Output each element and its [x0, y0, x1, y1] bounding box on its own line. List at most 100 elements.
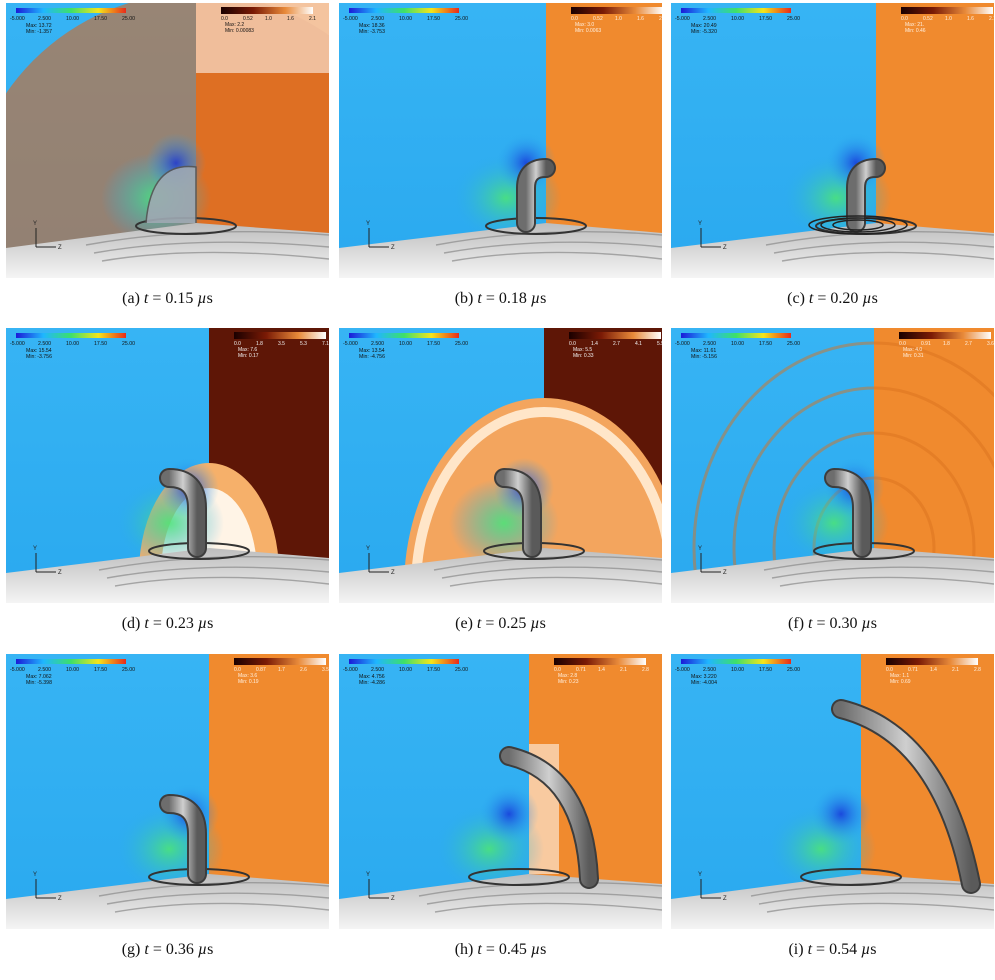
caption-time-symbol: t — [477, 941, 482, 958]
colorbar-tick-label: 2.7 — [965, 341, 972, 347]
colorbar-tick-label: 17.50 — [94, 341, 107, 347]
colorbar-tick-label: 0.0 — [234, 341, 241, 347]
caption-equals: = — [812, 941, 830, 958]
axis-label-z: Z — [58, 245, 62, 251]
colorbar-min: Min: 0.46 — [905, 28, 926, 34]
axis-label-y: Y — [366, 872, 370, 878]
colorbar-max: Max: 3.0 — [575, 22, 594, 28]
caption-unit: µs — [530, 615, 546, 632]
panel-caption: (d) t = 0.23 µs — [6, 615, 329, 633]
caption-equals: = — [812, 615, 830, 632]
colorbar-tick-label: 17.50 — [427, 341, 440, 347]
axis-label-y: Y — [366, 221, 370, 227]
colorbar-tick-label: 0.0 — [234, 667, 241, 673]
colorbar-tick-label: 25.00 — [122, 341, 135, 347]
colorbar-tick-label: 1.0 — [945, 16, 952, 22]
jet-tube — [516, 158, 556, 233]
colorbar-tick-label: 1.6 — [967, 16, 974, 22]
axis-label-y: Y — [33, 872, 37, 878]
colorbar-tick-label: 2.500 — [371, 667, 384, 673]
simulation-render: Y Z -5.000 2.500 10.00 17.50 25.00 Max: 11.61 Mi… — [671, 328, 994, 603]
caption-time-value: 0.23 — [165, 615, 198, 632]
colorbar-tick-label: 1.0 — [615, 16, 622, 22]
panel-caption: (g) t = 0.36 µs — [6, 941, 329, 959]
caption-unit: µs — [197, 290, 213, 307]
simulation-render: Y Z -5.000 2.500 10.00 17.50 25.00 Max: 13.54 Mi… — [339, 328, 662, 603]
caption-time-symbol: t — [143, 290, 149, 307]
left-colorbar: -5.000 2.500 10.00 17.50 25.00 Max: 13.72Min:… — [10, 8, 135, 35]
caption-label: (e) — [455, 615, 477, 632]
colorbar-min: Min: -3.753 — [359, 29, 385, 35]
jet-tube — [831, 699, 981, 894]
colorbar-tick-label: 25.00 — [455, 16, 468, 22]
colorbar-tick-label: 2.500 — [371, 16, 384, 22]
colorbar-tick-label: 1.0 — [265, 16, 272, 22]
left-colorbar: -5.000 2.500 10.00 17.50 25.00 Max: 15.54Min:… — [10, 333, 135, 360]
caption-equals: = — [813, 290, 831, 307]
colorbar-tick-label: 1.6 — [287, 16, 294, 22]
colorbar-tick-label: -5.000 — [343, 341, 358, 347]
caption-time-symbol: t — [808, 615, 813, 632]
colorbar-min: Min: 0.17 — [238, 353, 259, 359]
colorbar-tick-label: 2.500 — [703, 16, 716, 22]
axis-label-z: Z — [58, 896, 62, 902]
axis-label-z: Z — [391, 245, 395, 251]
colorbar-min: Min: 0.23 — [558, 679, 579, 685]
caption-label: (i) — [788, 941, 808, 958]
colorbar-tick-label: 3.5 — [322, 667, 329, 673]
colorbar-tick-label: 25.00 — [455, 341, 468, 347]
axis-label-y: Y — [366, 546, 370, 552]
left-colorbar: -5.000 2.500 10.00 17.50 25.00 Max: 7.062Min:… — [10, 659, 135, 686]
colorbar-min: Min: -5.320 — [691, 29, 717, 35]
simulation-render: Y Z -5.000 2.500 10.00 17.50 25.00 Max: 7.062 Mi… — [6, 654, 329, 929]
axis-triad: YZ — [33, 221, 62, 251]
caption-unit: µs — [197, 615, 214, 632]
colorbar-tick-label: 0.0 — [901, 16, 908, 22]
colorbar-tick-label: 2.7 — [613, 341, 620, 347]
left-colorbar: -5.000 2.500 10.00 17.50 25.00 Max: 20.49Min:… — [675, 8, 800, 35]
colorbar-max: Max: 7.062 — [26, 674, 52, 680]
axis-label-y: Y — [33, 221, 37, 227]
axis-label-z: Z — [58, 570, 62, 576]
colorbar-min: Min: -4.286 — [359, 680, 385, 686]
colorbar-tick-label: 0.0 — [886, 667, 893, 673]
colorbar-max: Max: 18.36 — [359, 23, 385, 29]
colorbar-tick-label: 25.00 — [122, 16, 135, 22]
colorbar-tick-label: 0.0 — [569, 341, 576, 347]
colorbar-tick-label: 10.00 — [66, 341, 79, 347]
axis-label-z: Z — [391, 896, 395, 902]
caption-equals: = — [148, 941, 166, 958]
colorbar-min: Min: -5.156 — [691, 354, 717, 360]
jet-tube — [846, 158, 886, 233]
panel-caption: (c) t = 0.20 µs — [671, 290, 994, 308]
caption-time-symbol: t — [808, 290, 814, 307]
colorbar-tick-label: 1.6 — [637, 16, 644, 22]
jet-tube — [159, 794, 207, 884]
colorbar-max: Max: 2.2 — [225, 22, 244, 28]
jet-tube — [494, 468, 542, 558]
colorbar-tick-label: 0.0 — [899, 341, 906, 347]
colorbar-max: Max: 11.61 — [691, 348, 716, 354]
colorbar-tick-label: 0.71 — [908, 667, 918, 673]
caption-equals: = — [148, 290, 166, 307]
colorbar-min: Min: -3.756 — [26, 354, 52, 360]
caption-unit: µs — [862, 290, 878, 307]
jet-tube — [159, 468, 207, 558]
right-colorbar: 0.0 0.52 1.0 1.6 2.1 Max: 21.Min: 0.46 — [901, 7, 994, 34]
colorbar-tick-label: 2.500 — [703, 341, 716, 347]
colorbar-tick-label: 1.4 — [591, 341, 598, 347]
colorbar-min: Min: -4.756 — [359, 354, 385, 360]
caption-time-value: 0.18 — [498, 290, 531, 307]
caption-label: (b) — [454, 290, 478, 307]
caption-time-value: 0.30 — [829, 615, 862, 632]
colorbar-min: Min: 0.19 — [238, 679, 259, 685]
colorbar-max: Max: 13.72 — [26, 23, 52, 29]
colorbar-max: Max: 20.49 — [691, 23, 717, 29]
caption-time-value: 0.25 — [498, 615, 531, 632]
colorbar-min: Min: 0.31 — [903, 353, 924, 359]
